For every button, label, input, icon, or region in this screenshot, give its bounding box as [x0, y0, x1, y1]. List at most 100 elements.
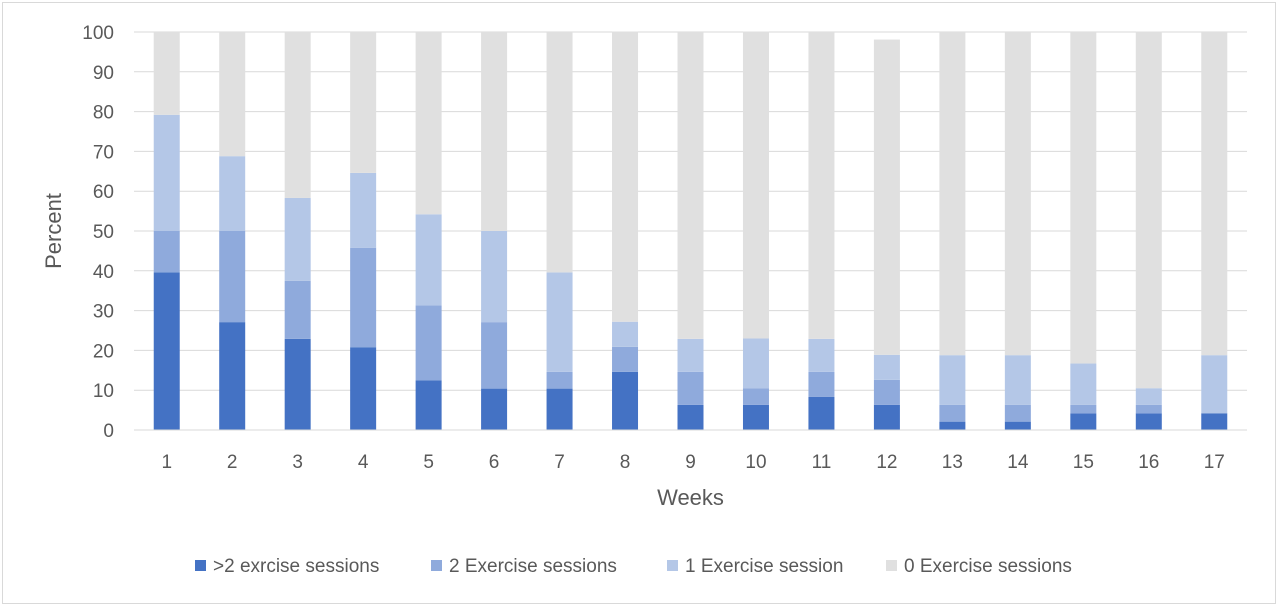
- y-tick-label: 30: [93, 302, 114, 323]
- y-tick-label: 90: [93, 63, 114, 84]
- bar-segment: [153, 114, 180, 231]
- y-axis-title: Percent: [41, 193, 66, 269]
- bar-segment: [284, 280, 311, 339]
- y-tick-label: 0: [103, 421, 114, 442]
- x-tick-label: 14: [1007, 452, 1029, 473]
- legend-swatch: [667, 560, 678, 571]
- bar-segment: [153, 272, 180, 430]
- x-tick-label: 4: [358, 452, 369, 473]
- bar-segment: [219, 32, 246, 157]
- legend-label: 2 Exercise sessions: [449, 556, 617, 577]
- bar-segment: [612, 31, 639, 322]
- legend-label: 0 Exercise sessions: [904, 556, 1072, 577]
- y-tick-label: 10: [93, 381, 114, 402]
- bar-segment: [153, 32, 180, 115]
- bar-segment: [742, 388, 769, 405]
- bar-segment: [219, 322, 246, 430]
- bar-segment: [481, 32, 508, 231]
- bar-segment: [677, 371, 704, 405]
- x-tick-label: 9: [685, 452, 696, 473]
- bar-segment: [481, 322, 508, 389]
- bar-segment: [808, 32, 835, 339]
- bar-segment: [873, 39, 900, 355]
- bar-segment: [1070, 413, 1097, 430]
- bar-segment: [808, 371, 835, 397]
- y-tick-label: 20: [93, 341, 114, 362]
- x-tick-label: 3: [292, 452, 303, 473]
- x-tick-label: 11: [812, 452, 832, 473]
- x-tick-label: 10: [745, 452, 766, 473]
- bar-segment: [1070, 404, 1097, 414]
- bar-segment: [742, 404, 769, 430]
- bar-segment: [350, 32, 377, 173]
- bar-segment: [415, 214, 442, 306]
- legend-swatch: [886, 560, 897, 571]
- y-tick-label: 60: [93, 182, 114, 203]
- bar-segment: [1070, 363, 1097, 405]
- y-tick-label: 80: [93, 103, 114, 124]
- bar-segment: [546, 371, 573, 389]
- bar-segment: [1004, 404, 1031, 422]
- bar-segment: [284, 32, 311, 198]
- bar-segment: [939, 421, 966, 430]
- bar-segment: [481, 231, 508, 323]
- bar-segment: [1004, 421, 1031, 430]
- x-tick-label: 5: [423, 452, 434, 473]
- bar-segment: [350, 247, 377, 348]
- legend: >2 exrcise sessions 2 Exercise sessions 1 …: [195, 556, 1072, 577]
- bar-segment: [873, 404, 900, 430]
- bar-segment: [742, 31, 769, 339]
- bar-segment: [415, 305, 442, 381]
- bar-segment: [612, 371, 639, 430]
- x-tick-label: 17: [1204, 452, 1225, 473]
- bar-segment: [350, 172, 377, 248]
- y-tick-label: 40: [93, 262, 114, 283]
- bar-segment: [677, 32, 704, 339]
- bar-segment: [546, 272, 573, 372]
- bar-segment: [612, 321, 639, 347]
- bar-segment: [1070, 32, 1097, 364]
- x-tick-label: 16: [1138, 452, 1159, 473]
- bar-segment: [481, 388, 508, 430]
- x-tick-label: 15: [1073, 452, 1094, 473]
- bar-segment: [1201, 355, 1228, 414]
- bars: [153, 31, 1228, 430]
- bar-segment: [546, 32, 573, 273]
- y-tick-labels: 0 10 20 30 40 50 60 70 80 90 100: [82, 23, 114, 442]
- y-tick-label: 50: [93, 222, 114, 243]
- bar-segment: [284, 197, 311, 281]
- bar-segment: [415, 380, 442, 430]
- bar-segment: [1135, 413, 1162, 430]
- bar-segment: [1201, 413, 1228, 430]
- legend-swatch: [431, 560, 442, 571]
- bar-segment: [153, 231, 180, 273]
- bar-segment: [808, 338, 835, 372]
- y-tick-label: 70: [93, 142, 114, 163]
- bar-segment: [350, 347, 377, 430]
- y-tick-label: 100: [82, 23, 114, 44]
- x-tick-label: 2: [227, 452, 238, 473]
- x-tick-label: 12: [876, 452, 897, 473]
- legend-label: 1 Exercise session: [685, 556, 843, 577]
- x-tick-label: 7: [554, 452, 565, 473]
- bar-segment: [284, 338, 311, 430]
- bar-segment: [808, 396, 835, 430]
- x-tick-label: 8: [620, 452, 631, 473]
- bar-segment: [415, 32, 442, 215]
- bar-segment: [677, 404, 704, 430]
- bar-segment: [939, 32, 966, 356]
- x-tick-labels: 1 2 3 4 5 6 7 8 9 10 11 12 13 14 15 16 17: [161, 452, 1224, 473]
- bar-segment: [939, 355, 966, 405]
- bar-segment: [219, 156, 246, 231]
- bar-segment: [1135, 31, 1162, 389]
- x-tick-label: 6: [489, 452, 500, 473]
- legend-label: >2 exrcise sessions: [213, 556, 379, 577]
- x-axis-title: Weeks: [657, 485, 724, 510]
- x-tick-label: 13: [942, 452, 963, 473]
- bar-segment: [677, 338, 704, 372]
- bar-segment: [1004, 355, 1031, 405]
- bar-segment: [873, 379, 900, 405]
- bar-segment: [873, 354, 900, 380]
